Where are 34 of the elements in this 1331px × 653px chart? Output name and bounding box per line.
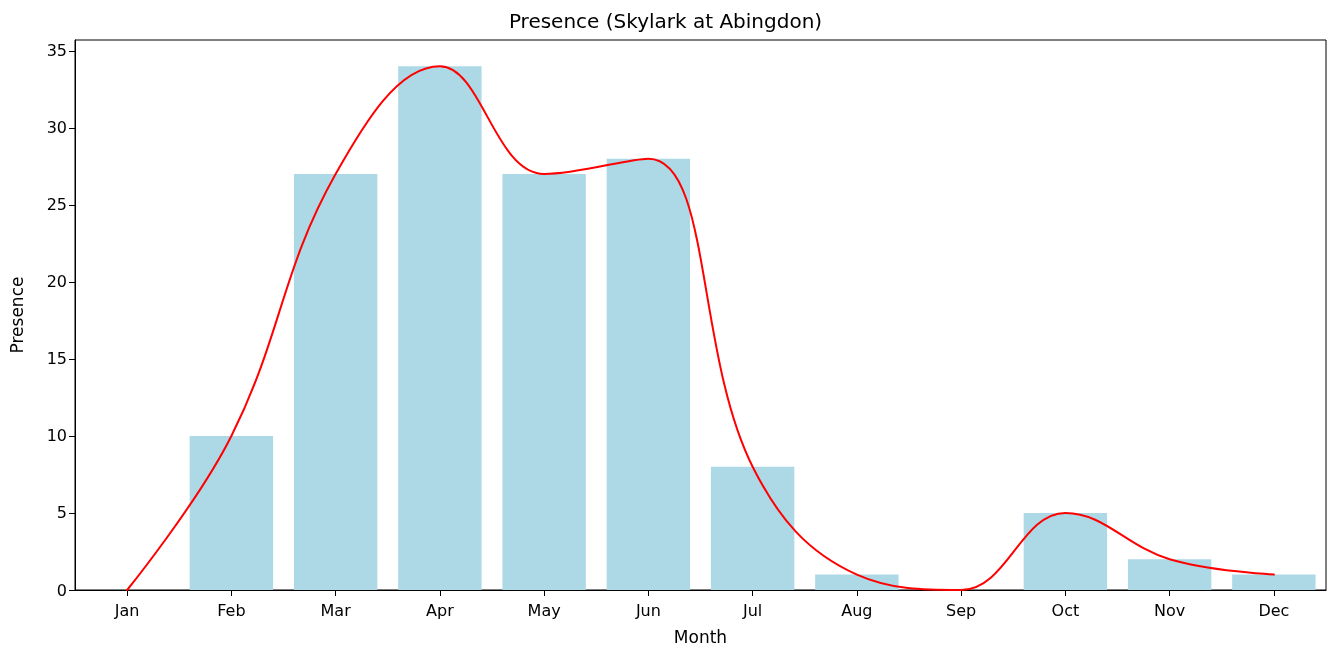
x-tick-label: Sep xyxy=(946,600,977,620)
y-axis-title: Presence xyxy=(6,276,27,354)
y-tick-label: 5 xyxy=(56,503,67,523)
bar xyxy=(502,174,586,590)
x-tick-label: Mar xyxy=(320,600,352,620)
x-tick-label: Aug xyxy=(841,600,873,620)
x-tick-label: Feb xyxy=(217,600,246,620)
x-tick-label: May xyxy=(527,600,561,620)
x-tick-label: Jun xyxy=(634,600,661,620)
x-tick-label: Oct xyxy=(1051,600,1080,620)
y-tick-label: 10 xyxy=(46,426,67,446)
y-tick-label: 30 xyxy=(46,118,67,138)
chart-title: Presence (Skylark at Abingdon) xyxy=(508,9,823,33)
bar xyxy=(815,574,899,590)
bar xyxy=(293,174,378,590)
y-tick-label: 35 xyxy=(46,41,67,61)
bar xyxy=(1127,559,1212,590)
x-tick-label: Dec xyxy=(1258,600,1290,620)
line-series xyxy=(126,65,1275,591)
y-tick-label: 20 xyxy=(46,272,67,292)
bar xyxy=(398,66,482,590)
bar xyxy=(1023,512,1108,590)
x-tick-label: Apr xyxy=(426,600,455,620)
x-tick-label: Jul xyxy=(741,600,763,620)
y-tick-label: 15 xyxy=(46,349,67,369)
x-tick-label: Nov xyxy=(1154,600,1186,620)
bar xyxy=(189,435,274,590)
x-axis-title: Month xyxy=(673,626,728,647)
bar xyxy=(606,158,691,590)
bar xyxy=(1232,574,1316,590)
y-tick-label: 25 xyxy=(46,195,67,215)
bar xyxy=(710,466,795,590)
y-tick-label: 0 xyxy=(56,580,67,600)
x-tick-label: Jan xyxy=(113,600,140,620)
